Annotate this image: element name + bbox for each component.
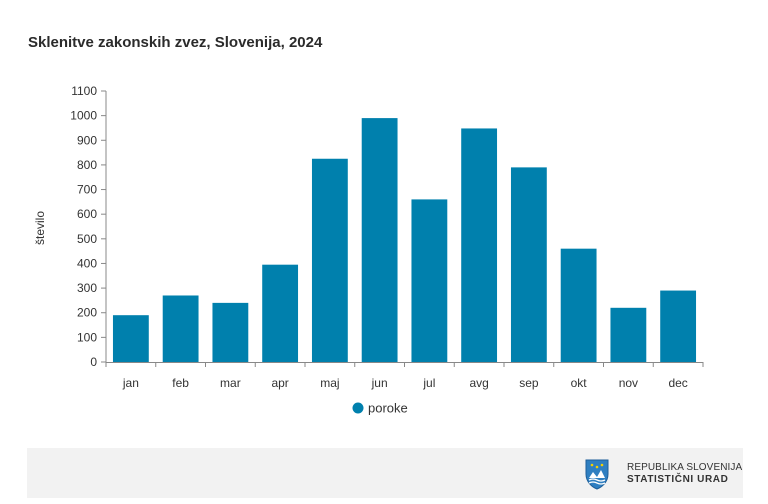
legend-marker: [352, 402, 364, 414]
bar-sep[interactable]: [510, 167, 547, 362]
bar-okt[interactable]: [560, 248, 597, 362]
y-tick-label: 300: [77, 281, 97, 295]
bar-chart: 0 100 200 300 400 500 600 700 800 900 1000 1100 jan…: [33, 84, 704, 416]
y-tick-label: 1100: [71, 84, 97, 98]
y-tick-label: 400: [77, 256, 97, 270]
x-tick-label: mar: [220, 376, 241, 390]
y-tick-label: 900: [77, 133, 97, 147]
bar-jan[interactable]: [112, 315, 149, 362]
x-tick-label: maj: [320, 376, 339, 390]
y-tick-label: 500: [77, 232, 97, 246]
bar-jul[interactable]: [411, 199, 448, 362]
footer-bar: REPUBLIKA SLOVENIJA STATISTIČNI URAD: [27, 448, 743, 498]
bar-dec[interactable]: [660, 290, 697, 362]
org-name: REPUBLIKA SLOVENIJA STATISTIČNI URAD: [627, 462, 742, 486]
x-tick-label: dec: [668, 376, 687, 390]
coat-of-arms-icon: [585, 459, 609, 490]
y-axis-title: število: [33, 211, 47, 245]
y-tick-label: 800: [77, 158, 97, 172]
chart-title: Sklenitve zakonskih zvez, Slovenija, 202…: [28, 34, 323, 51]
y-tick-label: 0: [90, 355, 97, 369]
org-name-line2: STATISTIČNI URAD: [627, 474, 729, 485]
bar-apr[interactable]: [262, 264, 299, 362]
x-tick-label: nov: [619, 376, 638, 390]
bar-jun[interactable]: [361, 118, 398, 362]
y-axis: 0 100 200 300 400 500 600 700 800 900 1000 1100: [70, 84, 107, 369]
y-tick-label: 700: [77, 183, 97, 197]
x-tick-label: jan: [122, 376, 139, 390]
y-tick-label: 600: [77, 207, 97, 221]
legend[interactable]: poroke: [352, 401, 408, 416]
bars: [112, 118, 697, 362]
bar-maj[interactable]: [311, 158, 348, 362]
bar-nov[interactable]: [610, 307, 647, 362]
bar-mar[interactable]: [212, 302, 249, 362]
x-tick-label: okt: [571, 376, 588, 390]
org-name-line1: REPUBLIKA SLOVENIJA: [627, 462, 743, 473]
legend-label: poroke: [368, 401, 408, 416]
y-tick-label: 200: [77, 306, 97, 320]
x-tick-label: avg: [469, 376, 488, 390]
bar-avg[interactable]: [461, 128, 498, 362]
x-tick-label: apr: [271, 376, 288, 390]
y-tick-label: 100: [77, 330, 97, 344]
x-tick-label: jun: [371, 376, 388, 390]
bar-feb[interactable]: [162, 295, 199, 362]
x-tick-label: jul: [422, 376, 435, 390]
y-tick-label: 1000: [70, 109, 97, 123]
x-axis: jan feb mar apr maj jun jul avg sep okt nov dec: [105, 362, 704, 390]
x-tick-label: feb: [172, 376, 189, 390]
x-tick-label: sep: [519, 376, 539, 390]
